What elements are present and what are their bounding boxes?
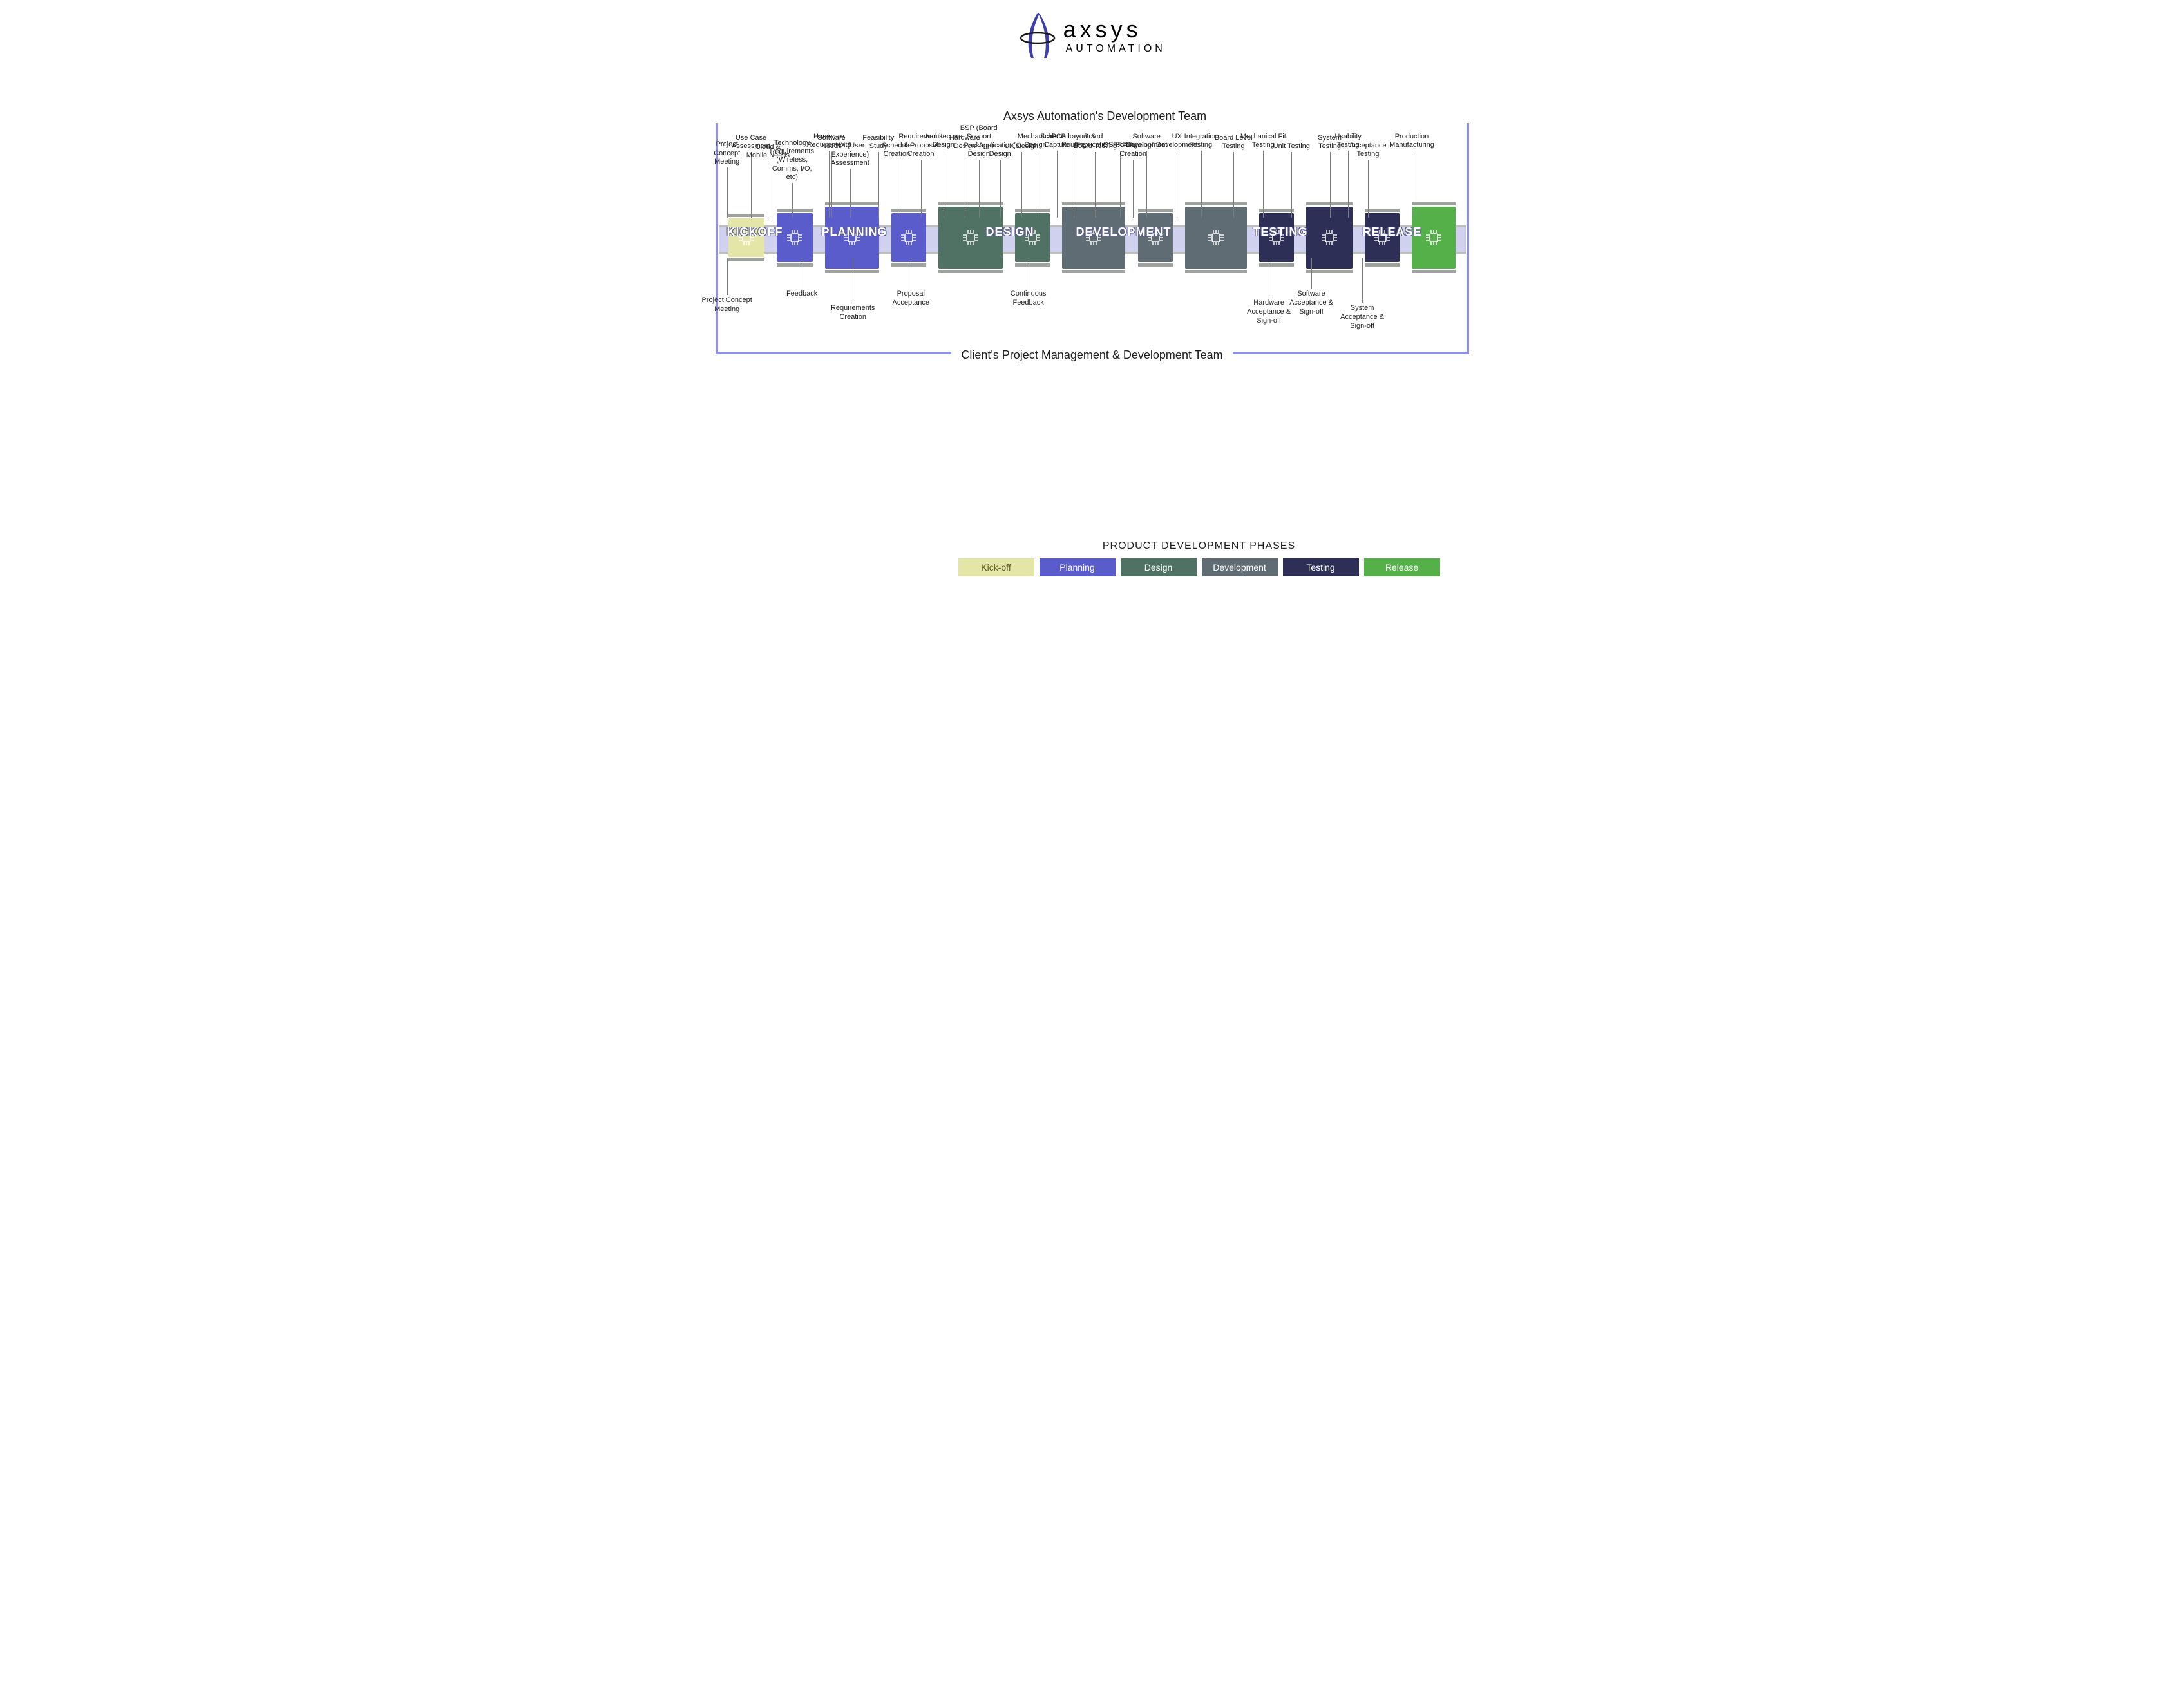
legend: PRODUCT DEVELOPMENT PHASES Kick-off Plann… — [958, 540, 1440, 576]
chip-kickoff-0 — [726, 218, 767, 258]
top-callouts: Project Concept MeetingUse Case Assessme… — [719, 124, 1466, 218]
legend-item-release: Release — [1364, 558, 1440, 576]
bottom-callouts: Project Concept MeetingFeedbackRequireme… — [719, 258, 1466, 348]
legend-item-kickoff: Kick-off — [958, 558, 1034, 576]
chip-release-12 — [1409, 218, 1458, 258]
chip-planning-1 — [774, 218, 815, 258]
logo-sub-text: AUTOMATION — [1066, 43, 1166, 55]
chip-testing-9 — [1257, 218, 1296, 258]
chip-development-7 — [1135, 218, 1175, 258]
legend-item-development: Development — [1202, 558, 1278, 576]
chip-testing-10 — [1304, 218, 1355, 258]
chip-testing-11 — [1362, 218, 1402, 258]
chip-development-6 — [1059, 218, 1128, 258]
chip-planning-3 — [889, 218, 929, 258]
chip-pipeline — [719, 218, 1466, 258]
team-top-label: Axsys Automation's Development Team — [706, 109, 1505, 123]
chip-planning-2 — [822, 218, 882, 258]
logo-mark-icon — [1018, 10, 1057, 61]
chip-design-5 — [1012, 218, 1052, 258]
team-bottom-label: Client's Project Management & Developmen… — [706, 348, 1479, 362]
logo: axsys AUTOMATION — [706, 10, 1479, 61]
legend-title: PRODUCT DEVELOPMENT PHASES — [958, 540, 1440, 552]
legend-item-planning: Planning — [1040, 558, 1116, 576]
legend-item-design: Design — [1121, 558, 1197, 576]
diagram-canvas: axsys AUTOMATION Axsys Automation's Deve… — [706, 0, 1479, 602]
chip-design-4 — [936, 218, 1005, 258]
logo-main-text: axsys — [1063, 16, 1166, 43]
chip-development-8 — [1182, 218, 1249, 258]
legend-item-testing: Testing — [1283, 558, 1359, 576]
